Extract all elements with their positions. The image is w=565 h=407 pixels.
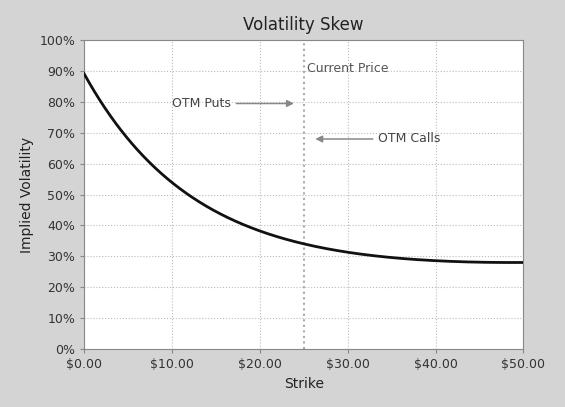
X-axis label: Strike: Strike <box>284 376 324 391</box>
Text: OTM Calls: OTM Calls <box>317 133 441 145</box>
Y-axis label: Implied Volatility: Implied Volatility <box>20 136 34 253</box>
Text: Current Price: Current Price <box>307 62 389 75</box>
Text: OTM Puts: OTM Puts <box>172 97 292 110</box>
Title: Volatility Skew: Volatility Skew <box>244 16 364 35</box>
